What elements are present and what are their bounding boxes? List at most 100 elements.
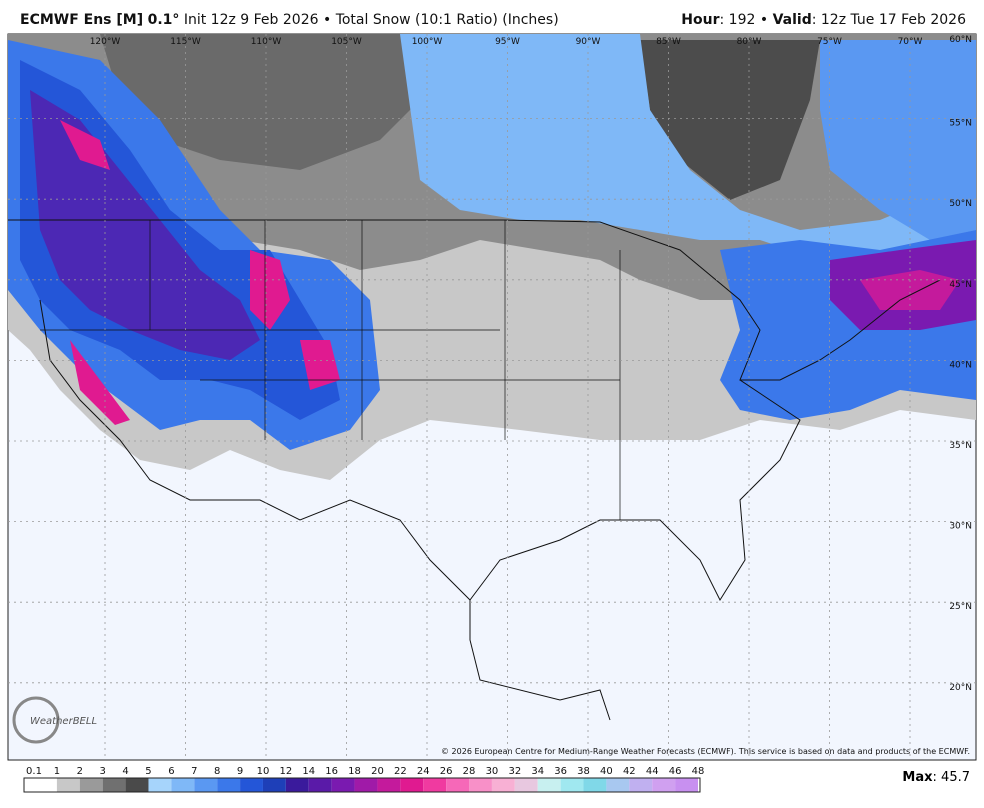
legend-label: 22 [394, 766, 407, 777]
legend-label: 14 [302, 766, 315, 777]
legend-label: 12 [279, 766, 292, 777]
color-legend: 0.1 1 2 3 4 5 6 7 8 9 10 12 14 16 18 20 22 24 26 28 30 32 34 36… [23, 766, 705, 793]
lon-label: 110°W [251, 37, 282, 47]
legend-swatch [583, 778, 607, 792]
init-time: Init 12z 9 Feb 2026 [183, 12, 319, 28]
legend-swatch [194, 778, 218, 792]
legend-swatch [537, 778, 561, 792]
max-value: Max: 45.7 [902, 770, 970, 785]
legend-label: 32 [508, 766, 521, 777]
lon-label: 80°W [737, 37, 762, 47]
snow-pink [60, 120, 340, 425]
legend-swatch [79, 778, 103, 792]
legend-label: 48 [692, 766, 705, 777]
resolution: 0.1° [147, 12, 180, 28]
legend-label: 26 [440, 766, 453, 777]
title: ECMWF Ens [M] 0.1° Init 12z 9 Feb 2026 •… [20, 12, 559, 28]
legend-label: 4 [122, 766, 128, 777]
lon-label: 75°W [817, 37, 842, 47]
legend-label: 9 [237, 766, 243, 777]
lat-label: 60°N [949, 35, 972, 45]
lat-label: 25°N [949, 602, 972, 612]
legend-label: 5 [145, 766, 151, 777]
lat-label: 35°N [949, 441, 972, 451]
legend-swatch [171, 778, 195, 792]
coordinate-labels: 120°W 115°W 110°W 105°W 100°W 95°W 90°W 85°W 80°… [90, 35, 972, 693]
credit: © 2026 European Centre for Medium-Range … [441, 747, 970, 756]
legend-swatch [240, 778, 263, 792]
legend-label: 6 [168, 766, 174, 777]
header: ECMWF Ens [M] 0.1° Init 12z 9 Feb 2026 •… [8, 10, 976, 32]
max-label: Max [902, 770, 933, 785]
valid-info: Hour: 192 • Valid: 12z Tue 17 Feb 2026 [681, 12, 966, 28]
legend-swatch [125, 778, 149, 792]
snow-blue [400, 34, 976, 270]
legend-swatch [514, 778, 538, 792]
lon-label: 90°W [576, 37, 601, 47]
legend-frame [23, 777, 701, 793]
valid-time: 12z Tue 17 Feb 2026 [820, 12, 966, 28]
legend-swatch [469, 778, 492, 792]
hour-label: Hour [681, 12, 720, 28]
snow-blue-ne [820, 40, 976, 240]
legend-swatch [308, 778, 332, 792]
map: 120°W 115°W 110°W 105°W 100°W 95°W 90°W 85°W 80°… [7, 33, 977, 761]
legend-swatch [629, 778, 653, 792]
legend-label: 46 [669, 766, 682, 777]
legend-swatch [491, 778, 515, 792]
separator: • [322, 12, 332, 28]
lon-label: 100°W [412, 37, 443, 47]
lat-label: 20°N [949, 683, 972, 693]
legend-label: 10 [257, 766, 270, 777]
lat-label: 30°N [949, 522, 972, 532]
legend-swatch [560, 778, 584, 792]
legend-swatch [56, 778, 80, 792]
legend-label: 3 [100, 766, 106, 777]
legend-label: 16 [325, 766, 338, 777]
logo: WeatherBELL [12, 696, 97, 744]
legend-swatch [400, 778, 424, 792]
legend-swatch [102, 778, 126, 792]
legend-swatch [423, 778, 447, 792]
legend-label: 30 [486, 766, 499, 777]
valid-label: Valid [772, 12, 812, 28]
legend-label: 1 [54, 766, 60, 777]
legend-label: 44 [646, 766, 659, 777]
lon-label: 85°W [656, 37, 681, 47]
lat-label: 45°N [949, 280, 972, 290]
lon-label: 120°W [90, 37, 121, 47]
legend-label: 28 [463, 766, 476, 777]
separator: • [759, 12, 769, 28]
legend-label: 8 [214, 766, 220, 777]
legend-swatch [675, 778, 698, 792]
snow-dark [100, 34, 440, 170]
state-lines [40, 220, 621, 520]
logo-text: WeatherBELL [30, 716, 97, 727]
legend-label: 42 [623, 766, 636, 777]
graticule [8, 34, 976, 760]
legend-swatch [446, 778, 470, 792]
legend-swatch [24, 778, 57, 792]
legend-label: 7 [191, 766, 197, 777]
legend-label: 20 [371, 766, 384, 777]
legend-swatch [217, 778, 241, 792]
legend-label: 38 [577, 766, 590, 777]
legend-label: 36 [554, 766, 567, 777]
legend-label: 40 [600, 766, 613, 777]
lat-label: 50°N [949, 199, 972, 209]
legend-swatch [652, 778, 676, 792]
lon-label: 115°W [170, 37, 201, 47]
legend-swatch [377, 778, 401, 792]
legend-swatch [606, 778, 630, 792]
legend-label: 24 [417, 766, 430, 777]
legend-label: 0.1 [26, 766, 42, 777]
lon-label: 105°W [331, 37, 362, 47]
lon-label: 95°W [495, 37, 520, 47]
legend-swatch [148, 778, 172, 792]
legend-label: 2 [77, 766, 83, 777]
max: 45.7 [941, 770, 970, 785]
legend-swatch [262, 778, 286, 792]
hour: 192 [728, 12, 756, 28]
legend-label: 34 [531, 766, 544, 777]
